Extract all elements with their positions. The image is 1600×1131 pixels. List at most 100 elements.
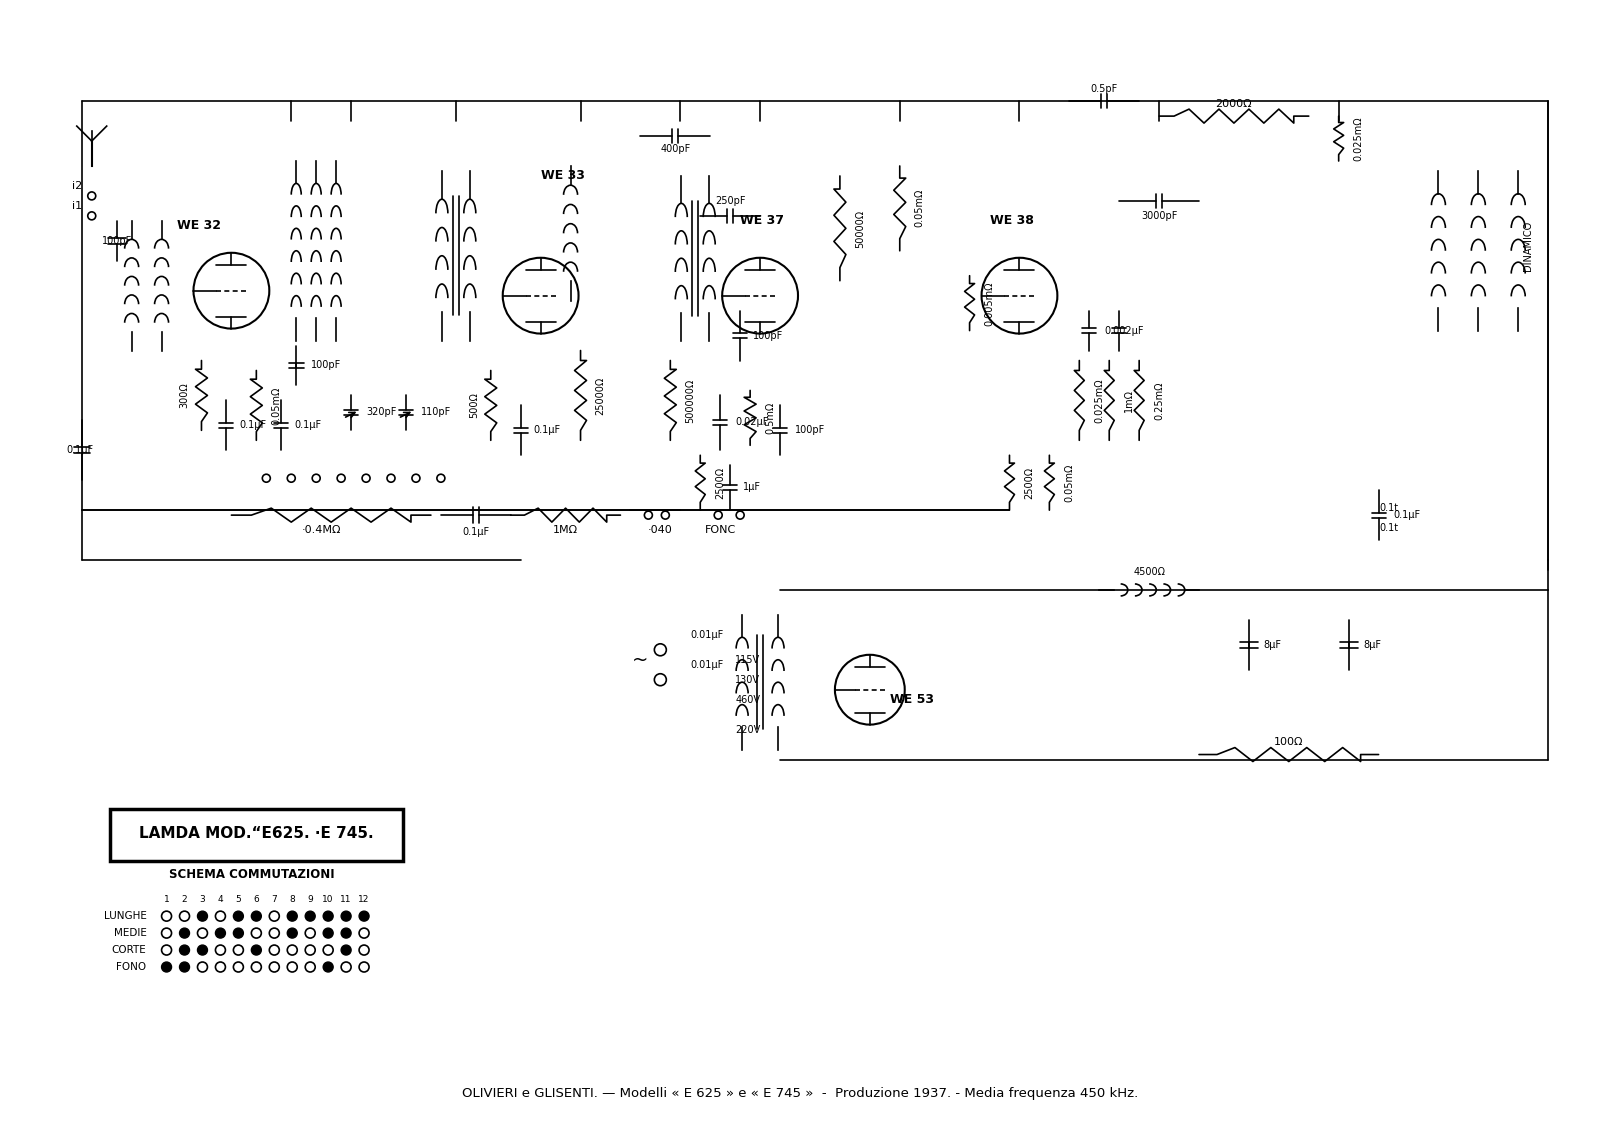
- Text: 50000Ω: 50000Ω: [854, 209, 866, 248]
- Text: 0.1μF: 0.1μF: [67, 446, 94, 456]
- Text: 0.1μF: 0.1μF: [534, 425, 560, 435]
- Circle shape: [234, 929, 243, 938]
- Text: 0.01μF: 0.01μF: [690, 630, 723, 640]
- Circle shape: [323, 912, 333, 921]
- Text: 8μF: 8μF: [1363, 640, 1382, 650]
- Text: 100pF: 100pF: [754, 330, 784, 340]
- Text: 1μF: 1μF: [742, 482, 762, 492]
- Text: 0.5mΩ: 0.5mΩ: [765, 403, 774, 434]
- Text: 4500Ω: 4500Ω: [1133, 567, 1165, 577]
- Text: CORTE: CORTE: [112, 946, 147, 955]
- Text: OLIVIERI e GLISENTI. — Modelli « E 625 » e « E 745 »  -  Produzione 1937. - Medi: OLIVIERI e GLISENTI. — Modelli « E 625 »…: [462, 1087, 1138, 1099]
- Text: 7: 7: [272, 895, 277, 904]
- Circle shape: [197, 912, 208, 921]
- Text: 100pF: 100pF: [312, 361, 341, 371]
- Circle shape: [251, 946, 261, 955]
- Circle shape: [341, 929, 350, 938]
- Circle shape: [234, 912, 243, 921]
- Text: 0.05mΩ: 0.05mΩ: [915, 189, 925, 227]
- Text: 100Ω: 100Ω: [1274, 736, 1304, 746]
- Text: 0.02μF: 0.02μF: [734, 417, 768, 428]
- Text: 320pF: 320pF: [366, 407, 397, 417]
- Circle shape: [179, 929, 189, 938]
- Text: ·0.4MΩ: ·0.4MΩ: [301, 525, 341, 535]
- Text: 100pF: 100pF: [102, 235, 131, 245]
- Circle shape: [288, 912, 298, 921]
- Text: 220V: 220V: [734, 725, 760, 735]
- Text: WE 37: WE 37: [741, 215, 784, 227]
- Circle shape: [341, 946, 350, 955]
- Text: 25000Ω: 25000Ω: [595, 377, 605, 415]
- Text: 0.01μF: 0.01μF: [690, 659, 723, 670]
- Circle shape: [358, 912, 370, 921]
- Text: SCHEMA COMMUTAZIONI: SCHEMA COMMUTAZIONI: [168, 867, 334, 881]
- Text: 2000Ω: 2000Ω: [1216, 100, 1253, 109]
- Text: 8: 8: [290, 895, 294, 904]
- Text: 6: 6: [253, 895, 259, 904]
- Text: WE 53: WE 53: [890, 693, 934, 706]
- Text: 400pF: 400pF: [661, 144, 691, 154]
- FancyBboxPatch shape: [110, 810, 403, 862]
- Circle shape: [306, 912, 315, 921]
- Circle shape: [179, 946, 189, 955]
- Text: FONC: FONC: [704, 525, 736, 535]
- Text: FONO: FONO: [117, 962, 147, 972]
- Text: LUNGHE: LUNGHE: [104, 912, 147, 921]
- Text: 3: 3: [200, 895, 205, 904]
- Text: 2500Ω: 2500Ω: [1024, 467, 1035, 499]
- Text: i1: i1: [72, 201, 82, 210]
- Text: MEDIE: MEDIE: [114, 929, 147, 938]
- Text: WE 32: WE 32: [176, 219, 221, 232]
- Circle shape: [216, 929, 226, 938]
- Text: 8μF: 8μF: [1264, 640, 1282, 650]
- Circle shape: [288, 929, 298, 938]
- Text: i2: i2: [72, 181, 82, 191]
- Text: 0.1μF: 0.1μF: [294, 421, 322, 430]
- Text: 5: 5: [235, 895, 242, 904]
- Text: 0.002μF: 0.002μF: [1104, 326, 1144, 336]
- Text: 0.05mΩ: 0.05mΩ: [1064, 464, 1074, 502]
- Text: 500000Ω: 500000Ω: [685, 378, 696, 423]
- Text: 1mΩ: 1mΩ: [1125, 389, 1134, 412]
- Text: DINAMICO: DINAMICO: [1523, 221, 1533, 271]
- Circle shape: [179, 962, 189, 972]
- Circle shape: [323, 962, 333, 972]
- Text: 0.025mΩ: 0.025mΩ: [1354, 116, 1363, 162]
- Text: WE 33: WE 33: [541, 170, 584, 182]
- Text: 0.025mΩ: 0.025mΩ: [1094, 378, 1104, 423]
- Text: 0.1t: 0.1t: [1379, 524, 1398, 533]
- Text: 0.5pF: 0.5pF: [1091, 84, 1118, 94]
- Text: 250pF: 250pF: [715, 196, 746, 206]
- Text: 460V: 460V: [734, 694, 760, 705]
- Text: ·040: ·040: [648, 525, 672, 535]
- Text: 0.005mΩ: 0.005mΩ: [984, 282, 995, 326]
- Circle shape: [251, 912, 261, 921]
- Text: 0.25mΩ: 0.25mΩ: [1154, 381, 1165, 420]
- Text: 100pF: 100pF: [795, 425, 826, 435]
- Text: 4: 4: [218, 895, 224, 904]
- Text: 0.1t: 0.1t: [1379, 503, 1398, 513]
- Text: WE 38: WE 38: [989, 215, 1034, 227]
- Circle shape: [162, 962, 171, 972]
- Text: 1: 1: [163, 895, 170, 904]
- Text: 300Ω: 300Ω: [179, 382, 189, 408]
- Text: 1MΩ: 1MΩ: [554, 525, 578, 535]
- Text: 3000pF: 3000pF: [1141, 210, 1178, 221]
- Text: 0.1μF: 0.1μF: [240, 421, 267, 430]
- Text: 130V: 130V: [734, 675, 760, 684]
- Text: 9: 9: [307, 895, 314, 904]
- Text: 2: 2: [182, 895, 187, 904]
- Text: ~: ~: [632, 650, 648, 670]
- Text: 115V: 115V: [734, 655, 760, 665]
- Text: 0.1μF: 0.1μF: [1394, 510, 1421, 520]
- Text: 10: 10: [323, 895, 334, 904]
- Text: 0.1μF: 0.1μF: [462, 527, 490, 537]
- Text: 2500Ω: 2500Ω: [715, 467, 725, 499]
- Text: 500Ω: 500Ω: [469, 392, 478, 418]
- Text: 0.05mΩ: 0.05mΩ: [272, 386, 282, 424]
- Text: 12: 12: [358, 895, 370, 904]
- Text: 11: 11: [341, 895, 352, 904]
- Circle shape: [323, 929, 333, 938]
- Text: LAMDA MOD.“E625. ·E 745.: LAMDA MOD.“E625. ·E 745.: [139, 826, 374, 840]
- Text: 110pF: 110pF: [421, 407, 451, 417]
